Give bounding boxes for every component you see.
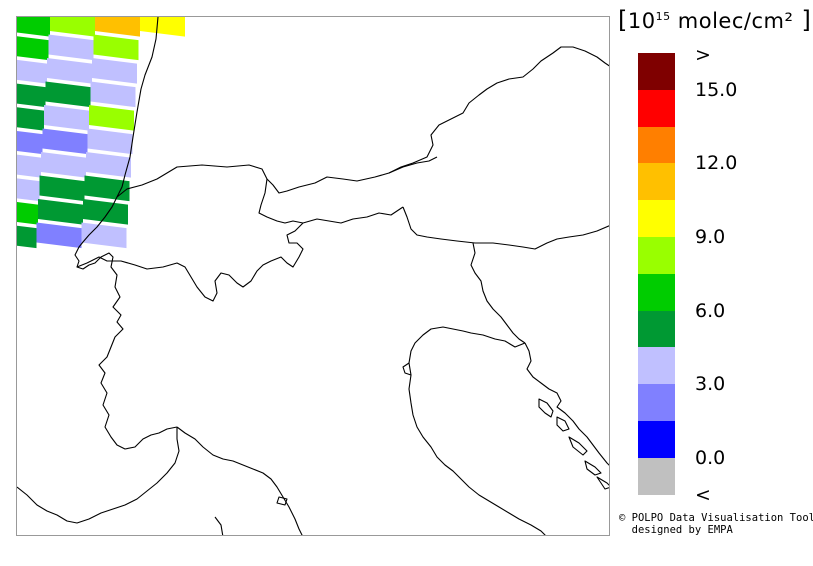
swath-pixel xyxy=(17,107,44,131)
swath-pixel xyxy=(50,17,95,37)
color-swatch xyxy=(638,420,675,458)
swath-pixel xyxy=(42,128,88,155)
slovenia-border xyxy=(470,242,526,344)
scale-tick-label: 6.0 xyxy=(695,299,726,322)
color-swatch xyxy=(638,310,675,348)
coastlines-and-borders xyxy=(17,17,609,535)
french-coast xyxy=(17,427,180,524)
liechtenstein-border xyxy=(258,178,304,224)
swath-pixel xyxy=(38,199,83,225)
swath-pixel xyxy=(17,36,49,61)
scale-tick-label: 12.0 xyxy=(695,152,738,175)
swath-pixel xyxy=(41,152,86,178)
swath-pixel xyxy=(39,175,85,202)
color-swatch xyxy=(638,200,675,237)
color-swatch xyxy=(638,457,675,495)
swiss-south-border xyxy=(76,206,404,302)
swath-pixel xyxy=(90,81,136,108)
swath-pixel xyxy=(89,105,134,131)
color-swatch xyxy=(638,273,675,311)
scale-tick-label: 3.0 xyxy=(695,373,726,396)
legend-unit-suffix: molec/cm² xyxy=(670,9,794,33)
satellite-swath xyxy=(17,17,185,249)
swath-pixel xyxy=(48,34,94,61)
color-swatch xyxy=(638,384,675,421)
swiss-border xyxy=(116,156,438,198)
legend-unit-prefix: 10 xyxy=(627,9,656,33)
croatian-islands xyxy=(538,398,609,490)
swath-pixel xyxy=(83,199,128,225)
istria-coast xyxy=(524,342,609,466)
scale-tick-label: 15.0 xyxy=(695,78,738,101)
credits-text: © POLPO Data Visualisation Tool designed… xyxy=(619,512,813,536)
po-delta xyxy=(402,362,412,376)
swath-pixel xyxy=(93,34,139,61)
map-panel xyxy=(16,16,610,536)
legend-unit-close-bracket: ] xyxy=(793,6,812,34)
swath-pixel xyxy=(17,225,37,249)
color-swatch xyxy=(638,163,675,201)
italy-adriatic-coast xyxy=(408,326,546,535)
map-canvas xyxy=(17,17,609,535)
swath-pixel xyxy=(17,202,38,225)
ligurian-coast xyxy=(176,426,303,535)
swath-pixel xyxy=(140,17,185,37)
elba-island xyxy=(276,496,288,506)
swath-pixel xyxy=(17,178,40,202)
swath-pixel xyxy=(47,58,92,84)
scale-tick-label: < xyxy=(695,483,711,506)
swath-pixel xyxy=(81,222,127,249)
swath-pixel xyxy=(92,58,137,84)
swath-pixel xyxy=(87,128,133,155)
swath-pixel xyxy=(36,222,82,249)
credits-line-1: © POLPO Data Visualisation Tool xyxy=(619,512,813,524)
scale-tick-label: 9.0 xyxy=(695,226,726,248)
scale-tick-label: > xyxy=(695,44,711,66)
swath-pixel xyxy=(84,175,130,202)
color-swatch xyxy=(638,126,675,164)
swath-pixel xyxy=(17,83,46,108)
scale-tick-label: 0.0 xyxy=(695,446,726,469)
germany-austria-border xyxy=(388,46,609,174)
credits-line-2: designed by EMPA xyxy=(631,524,733,536)
corsica-tip xyxy=(214,516,224,535)
swath-pixel xyxy=(86,152,131,178)
swath-pixel xyxy=(17,130,43,155)
swath-pixel xyxy=(17,59,47,84)
western-border xyxy=(74,17,178,450)
legend-unit-open-bracket: [ xyxy=(618,6,628,34)
color-swatch xyxy=(638,89,675,127)
swath-pixel xyxy=(17,17,50,37)
italy-austria-border xyxy=(402,206,609,250)
legend-unit-exponent: 15 xyxy=(655,10,671,23)
color-swatch xyxy=(638,236,675,274)
swath-pixel xyxy=(95,17,140,37)
color-swatch xyxy=(638,347,675,385)
legend-unit-label: [1015 molec/cm² ] xyxy=(618,6,811,34)
swath-pixel xyxy=(17,154,41,178)
swath-pixel xyxy=(44,105,89,131)
color-swatch xyxy=(638,53,675,90)
color-scale-bar xyxy=(638,53,675,495)
swath-pixel xyxy=(45,81,91,108)
